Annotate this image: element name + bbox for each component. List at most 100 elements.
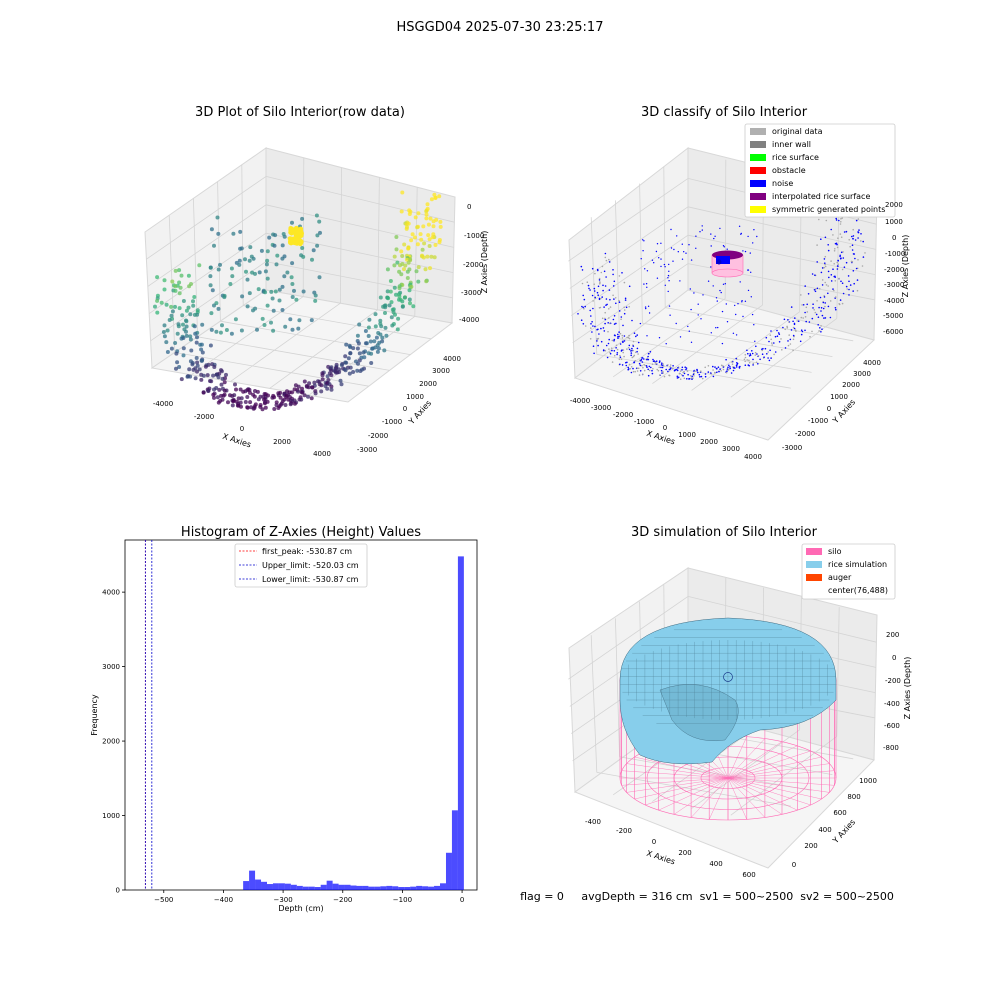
- classified-point: [747, 235, 749, 238]
- data-point: [313, 391, 318, 396]
- classified-point: [792, 338, 795, 341]
- data-point: [199, 347, 204, 352]
- classified-point: [600, 271, 603, 274]
- classified-point: [658, 366, 660, 369]
- data-point: [290, 282, 295, 286]
- classified-point: [836, 243, 838, 246]
- data-point: [217, 387, 222, 392]
- p4-tick-y: 1000: [859, 777, 877, 785]
- classified-point: [607, 330, 609, 333]
- data-point: [424, 212, 429, 217]
- silo-spoke: [621, 770, 729, 779]
- classified-point: [695, 247, 697, 249]
- data-point: [164, 302, 169, 307]
- classified-point: [735, 364, 738, 367]
- histogram-bar: [278, 883, 285, 890]
- classified-point: [689, 375, 692, 377]
- grid-line: [572, 263, 689, 344]
- classified-point: [670, 228, 672, 231]
- data-point: [193, 376, 198, 381]
- data-point: [173, 284, 178, 289]
- data-point: [269, 289, 274, 294]
- classified-point: [588, 287, 590, 290]
- classified-point: [830, 260, 832, 262]
- p1-tick-z: -4000: [459, 316, 479, 324]
- classified-point: [835, 242, 838, 245]
- data-point: [329, 373, 334, 378]
- data-point: [402, 295, 407, 300]
- data-point: [397, 294, 402, 299]
- data-point: [302, 379, 307, 384]
- classified-point: [641, 364, 643, 367]
- legend-swatch-symmetric: [750, 206, 766, 213]
- classified-point: [676, 375, 679, 378]
- classified-point: [744, 300, 747, 302]
- data-point: [310, 257, 314, 262]
- data-point: [177, 268, 182, 273]
- grid-line: [265, 261, 453, 299]
- classified-point: [580, 265, 583, 268]
- data-point: [222, 380, 227, 385]
- classified-point: [605, 344, 608, 347]
- classified-point: [853, 282, 855, 285]
- classified-point: [688, 378, 691, 380]
- classified-point: [639, 322, 642, 325]
- classified-point: [587, 284, 590, 287]
- data-point: [214, 329, 219, 334]
- classified-point: [608, 348, 610, 350]
- classified-point: [583, 298, 586, 301]
- data-point: [423, 267, 428, 272]
- p1-tick-z: -2000: [463, 261, 483, 269]
- classified-point: [692, 373, 695, 376]
- data-point: [224, 328, 229, 332]
- classified-point: [793, 327, 796, 330]
- classified-point: [770, 357, 772, 359]
- data-point: [300, 216, 305, 221]
- p2-tick-z: -5000: [883, 312, 903, 320]
- data-point: [416, 211, 421, 216]
- classified-point: [613, 350, 616, 352]
- classified-point: [725, 371, 728, 374]
- classified-point: [716, 368, 718, 370]
- classified-point: [667, 364, 669, 366]
- classified-point: [716, 300, 718, 302]
- data-point: [219, 382, 224, 387]
- classified-point: [667, 290, 669, 293]
- classified-point: [605, 259, 608, 262]
- classified-point: [828, 276, 830, 279]
- histogram-bar: [386, 885, 393, 890]
- silo-spoke: [634, 756, 729, 779]
- data-point: [229, 266, 234, 271]
- classified-point: [793, 323, 796, 326]
- data-point: [216, 267, 221, 272]
- classified-point: [824, 302, 826, 304]
- classified-point: [804, 329, 806, 332]
- data-point: [405, 257, 409, 262]
- classified-point: [726, 248, 728, 250]
- silo-spoke: [658, 777, 729, 811]
- data-point: [181, 353, 186, 358]
- classified-point: [864, 252, 866, 254]
- classified-point: [636, 370, 639, 372]
- classified-point: [712, 285, 714, 287]
- data-point: [280, 308, 285, 312]
- data-point: [179, 377, 184, 382]
- data-point: [320, 373, 325, 378]
- data-point: [174, 351, 179, 356]
- classified-point: [602, 284, 604, 287]
- classified-point: [642, 250, 644, 252]
- grid-line: [665, 307, 854, 342]
- data-point: [301, 289, 306, 294]
- histogram-bar: [380, 886, 387, 890]
- data-point: [175, 360, 180, 365]
- classified-point: [634, 351, 637, 354]
- histogram-bar: [308, 886, 315, 890]
- legend-label: symmetric generated points: [772, 205, 885, 214]
- data-point: [290, 295, 295, 299]
- classified-point: [662, 365, 665, 367]
- data-point: [248, 390, 252, 395]
- classified-point: [860, 240, 862, 242]
- histogram-bar: [326, 880, 333, 890]
- classified-point: [590, 315, 592, 317]
- data-point: [238, 229, 243, 234]
